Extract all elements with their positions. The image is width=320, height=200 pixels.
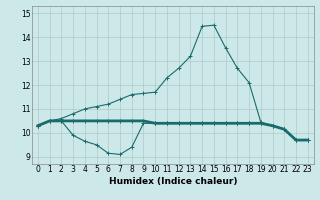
X-axis label: Humidex (Indice chaleur): Humidex (Indice chaleur)	[108, 177, 237, 186]
